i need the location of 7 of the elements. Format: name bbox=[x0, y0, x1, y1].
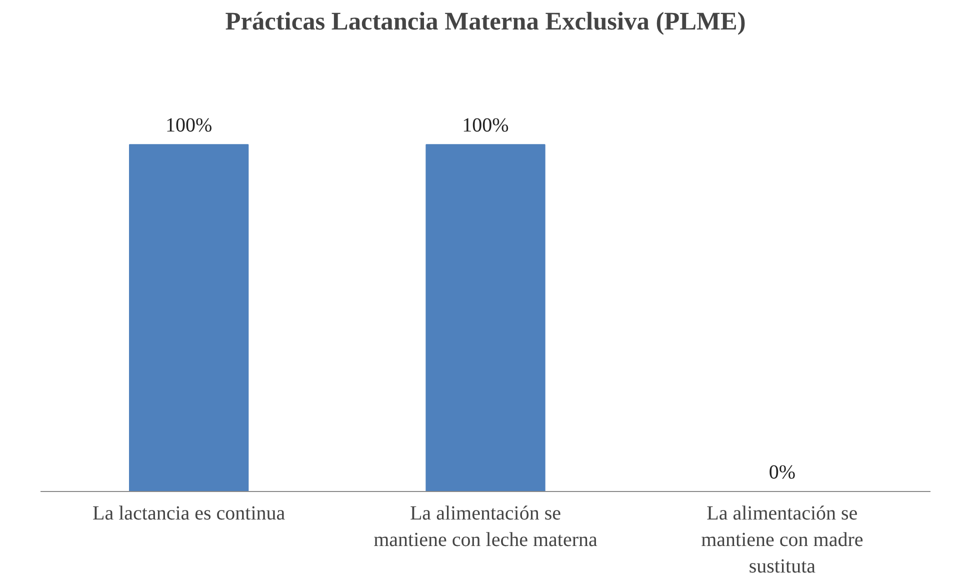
data-label: 0% bbox=[768, 462, 796, 484]
x-tick-label: La alimentación se mantiene con leche materna bbox=[374, 502, 598, 551]
data-label: 100% bbox=[166, 114, 212, 137]
x-tick-label: La alimentación se mantiene con madre sustituta bbox=[701, 502, 864, 578]
chart-title: Prácticas Lactancia Materna Exclusiva (PLME) bbox=[225, 8, 746, 36]
x-tick-label: La lactancia es continua bbox=[92, 502, 286, 524]
data-label: 100% bbox=[462, 114, 509, 137]
